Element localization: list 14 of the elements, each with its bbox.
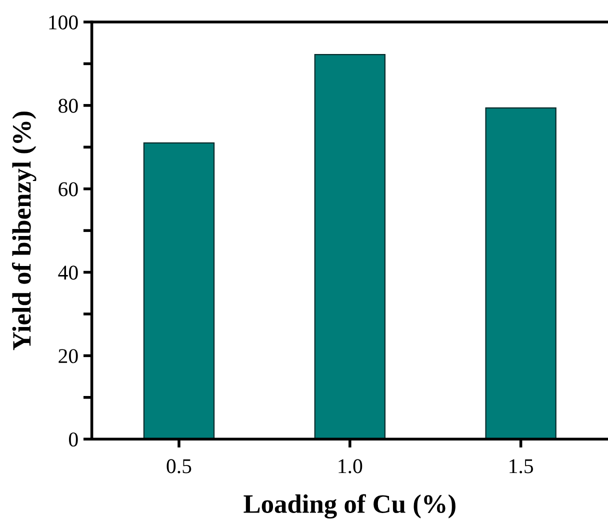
bar [314, 54, 386, 440]
y-tick-label: 40 [58, 266, 78, 280]
y-axis-title: Yield of bibenzyl (%) [12, 112, 36, 350]
x-axis-title: Loading of Cu (%) [244, 494, 456, 519]
bar [143, 142, 215, 440]
x-tick-label: 1.0 [338, 459, 362, 474]
x-tick-label: 0.5 [166, 459, 192, 474]
y-tick-label: 100 [49, 15, 78, 30]
bar [485, 107, 556, 440]
y-tick-label: 20 [58, 349, 78, 364]
x-tick-label: 1.5 [510, 459, 534, 474]
y-tick-label: 80 [58, 98, 78, 113]
y-tick-label: 0 [68, 432, 78, 447]
y-tick-label: 60 [58, 182, 78, 196]
